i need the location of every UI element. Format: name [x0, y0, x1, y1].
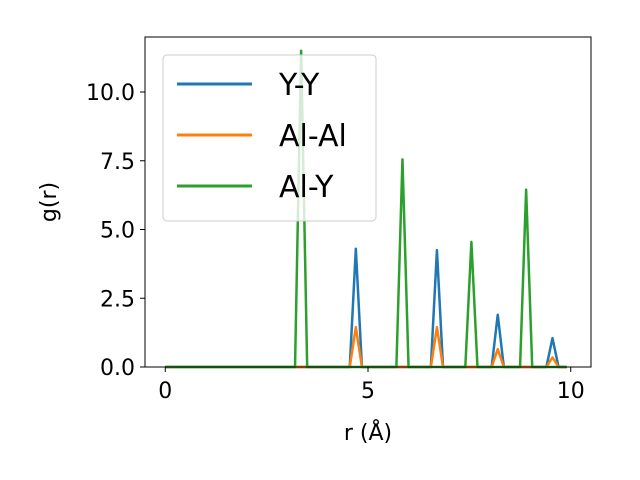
legend-box: [162, 54, 377, 222]
y-tick-label: 0.0: [100, 356, 135, 381]
x-axis-ticks: 0 5 10: [158, 367, 585, 404]
y-tick-label: 7.5: [100, 150, 135, 175]
series-line-al-al: [165, 325, 567, 369]
x-tick-label: 5: [361, 379, 375, 404]
x-tick-label: 0: [158, 379, 172, 404]
y-tick-label: 5.0: [100, 219, 135, 244]
x-tick-label: 10: [557, 379, 585, 404]
legend: Y-Y Al-Al Al-Y: [162, 54, 377, 222]
legend-label-alal: Al-Al: [279, 119, 347, 154]
series-line-y-y: [165, 247, 567, 369]
legend-label-yy: Y-Y: [278, 68, 320, 103]
legend-label-aly: Al-Y: [279, 170, 334, 205]
y-tick-label: 2.5: [100, 287, 135, 312]
y-axis-ticks: 0.0 2.5 5.0 7.5 10.0: [86, 81, 145, 381]
x-axis-label: r (Å): [344, 419, 392, 446]
y-axis-label: g(r): [37, 182, 62, 222]
y-tick-label: 10.0: [86, 81, 135, 106]
